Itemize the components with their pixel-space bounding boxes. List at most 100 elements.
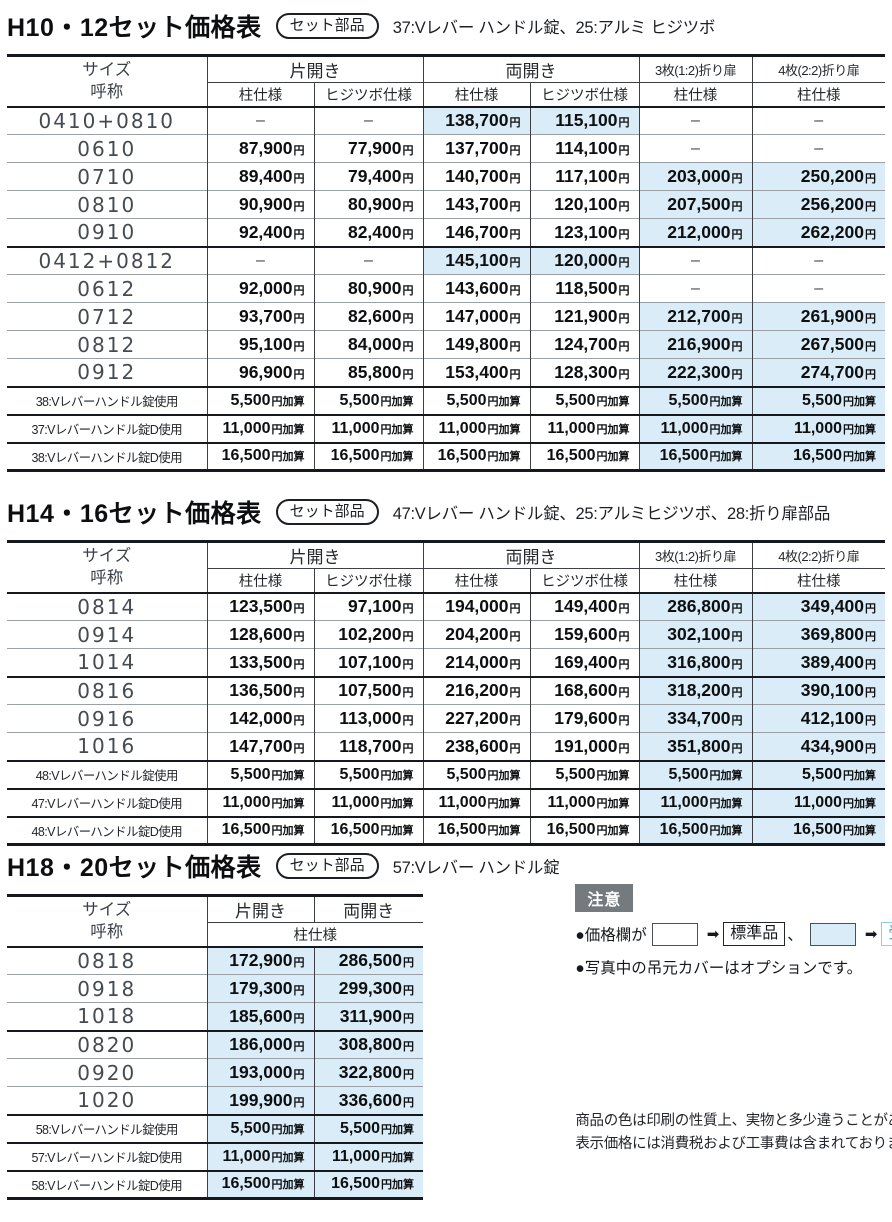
set-parts-list: 37:Vレバー ハンドル錠、25:アルミ ヒジツボ [392, 19, 716, 37]
made-to-order-price-swatch [809, 922, 856, 946]
price-unit: 円 [402, 228, 414, 241]
price-cell: – [639, 134, 753, 163]
price-cell: 11,000円加算 [207, 413, 315, 443]
price-cell: 222,300円 [639, 358, 753, 387]
price-cell: 79,400円 [314, 162, 424, 191]
price-unit: 円加算 [381, 1151, 414, 1164]
price-unit: 円加算 [596, 395, 630, 408]
col-subheader: 柱仕様 [423, 82, 531, 107]
price-cell: 434,900円 [752, 732, 885, 761]
price-cell: 115,100円 [530, 106, 640, 135]
price-value: 5,500 [230, 1119, 271, 1137]
price-value: 214,000 [445, 651, 509, 672]
price-cell: 11,000円加算 [423, 787, 531, 817]
price-unit: 円加算 [380, 395, 414, 408]
addon-label-cell: 48:Vレバーハンドル錠D使用 [7, 815, 208, 845]
price-unit: 円 [402, 742, 414, 755]
price-value: 434,900 [800, 735, 864, 756]
price-value: 16,500 [546, 447, 596, 465]
price-unit: 円 [618, 117, 630, 130]
price-value: 11,000 [222, 1147, 271, 1165]
price-value: 204,200 [445, 624, 509, 644]
price-cell: 16,500円加算 [314, 441, 424, 471]
price-unit: 円 [402, 715, 414, 727]
price-cell: 204,200円 [423, 620, 531, 649]
price-cell: 286,800円 [639, 592, 753, 621]
price-cell: 5,500円加算 [314, 1113, 423, 1143]
price-unit: 円加算 [487, 395, 521, 408]
price-cell: 216,900円 [639, 330, 753, 359]
price-unit: 円 [865, 228, 876, 241]
price-cell: 107,500円 [314, 675, 424, 705]
price-table-h14-16: サイズ 呼称 片開き 両開き 3枚(1:2)折り扉 4枚(2:2)折り扉 柱仕様 ヒジツボ仕様… [7, 540, 885, 846]
price-cell: 214,000円 [423, 648, 531, 677]
price-value: 143,600 [445, 278, 509, 298]
price-value: 286,500 [338, 950, 402, 971]
col-group-header: 片開き [207, 895, 315, 923]
price-unit: 円加算 [487, 797, 521, 810]
price-value: 128,600 [229, 624, 293, 644]
price-unit: 円 [509, 145, 521, 157]
price-value: 11,000 [331, 1147, 380, 1165]
price-value: – [814, 279, 824, 297]
page-title-h14-16: H14・16セット価格表 [7, 500, 262, 528]
price-cell: 299,300円 [314, 974, 423, 1003]
size-cell: 0816 [7, 675, 208, 705]
price-value: 179,300 [229, 978, 293, 998]
price-unit: 円 [865, 658, 876, 671]
price-unit: 円加算 [596, 451, 630, 464]
page-title-h10-12: H10・12セット価格表 [7, 14, 262, 42]
price-value: 147,700 [229, 735, 293, 756]
table-row: 0920 193,000円 322,800円 [7, 1058, 423, 1087]
price-unit: 円 [509, 368, 521, 381]
price-value: 138,700 [445, 110, 509, 131]
price-unit: 円 [402, 687, 414, 700]
price-cell: 102,200円 [314, 620, 424, 649]
price-cell: 172,900円 [207, 946, 315, 975]
price-cell: 16,500円加算 [639, 815, 753, 845]
price-cell: – [207, 245, 315, 275]
price-cell: 11,000円加算 [639, 787, 753, 817]
price-unit: 円 [509, 257, 521, 270]
size-cell: 0412+0812 [7, 245, 208, 275]
col-subheader: ヒジツボ仕様 [530, 568, 640, 593]
price-cell: – [639, 106, 753, 135]
price-unit: 円 [865, 368, 876, 381]
price-cell: 84,000円 [314, 330, 424, 359]
price-value: 84,000 [347, 334, 402, 354]
price-unit: 円加算 [843, 769, 876, 782]
price-cell: 5,500円加算 [530, 385, 640, 415]
price-cell: 308,800円 [314, 1029, 423, 1059]
price-unit: 円 [293, 368, 305, 381]
price-unit: 円 [293, 145, 305, 157]
price-unit: 円加算 [271, 395, 305, 408]
price-cell: 128,300円 [530, 358, 640, 387]
price-unit: 円加算 [843, 825, 876, 838]
price-unit: 円 [618, 341, 630, 353]
price-legend-line: ●価格欄が ➡ 標準品 、 ➡ 受注生産品 [575, 922, 892, 947]
table-row: 47:Vレバーハンドル錠D使用 11,000円加算 11,000円加算 11,000円… [7, 787, 885, 817]
price-unit: 円 [618, 742, 630, 755]
comma-separator: 、 [787, 927, 803, 945]
price-cell: 267,500円 [752, 330, 885, 359]
table-row: 0710 89,400円 79,400円 140,700円 117,100円 203,00… [7, 162, 885, 191]
price-unit: 円加算 [596, 797, 630, 810]
price-value: 5,500 [446, 391, 487, 409]
price-unit: 円 [865, 341, 876, 353]
table-row: 0812 95,100円 84,000円 149,800円 124,700円 216,90… [7, 330, 885, 359]
price-unit: 円 [731, 173, 743, 185]
price-cell: 95,100円 [207, 330, 315, 359]
price-value: – [814, 251, 824, 269]
price-value: 121,900 [554, 306, 618, 326]
price-unit: 円加算 [271, 1123, 305, 1136]
price-unit: 円 [403, 1069, 414, 1081]
price-value: 267,500 [800, 334, 864, 354]
size-cell: 0814 [7, 592, 208, 621]
price-cell: 16,500円加算 [423, 441, 531, 471]
price-cell: 117,100円 [530, 162, 640, 191]
price-value: 5,500 [339, 1119, 380, 1137]
price-value: 216,900 [667, 334, 731, 354]
price-cell: 311,900円 [314, 1002, 423, 1031]
price-cell: 179,300円 [207, 974, 315, 1003]
price-value: 185,600 [229, 1005, 293, 1026]
